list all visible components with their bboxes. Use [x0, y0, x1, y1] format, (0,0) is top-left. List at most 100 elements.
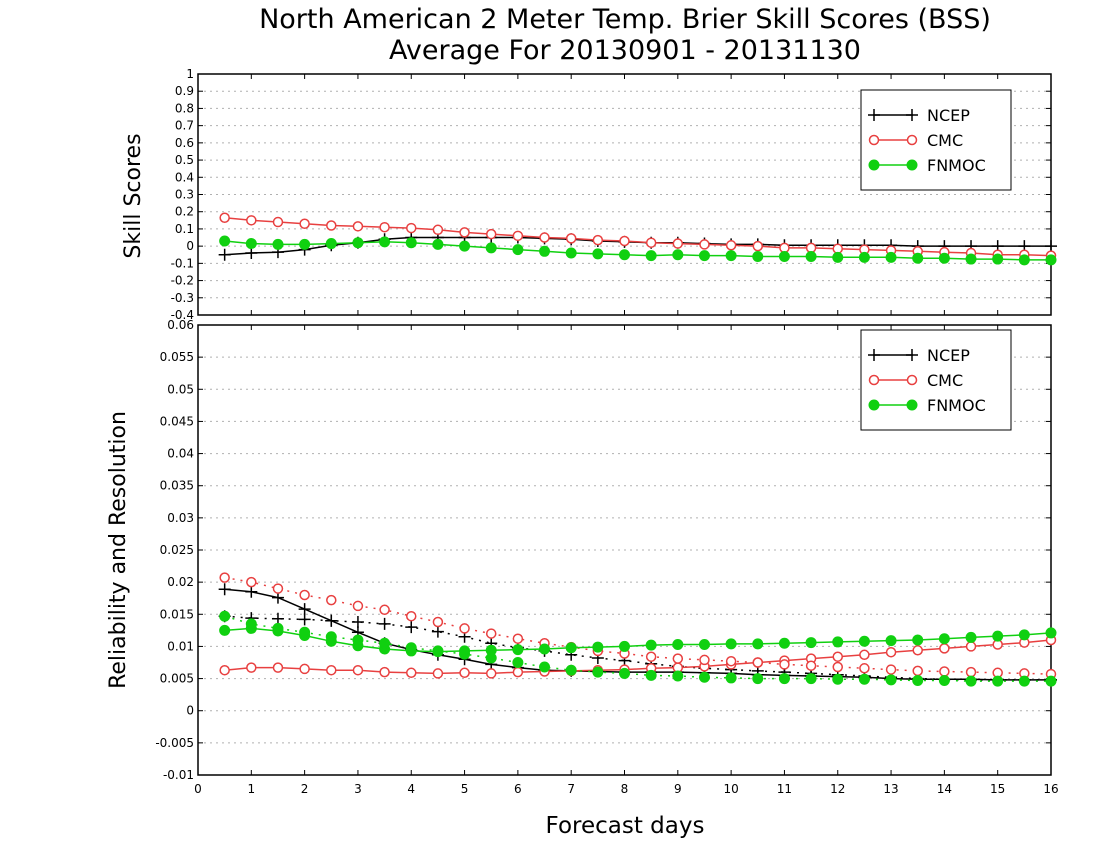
top-ytick-label: -0.4: [171, 308, 194, 322]
bottom-series-cmc-point: [885, 664, 897, 675]
bottom-series-fnmoc-point: [485, 652, 497, 664]
bottom-series-fnmoc-point: [858, 673, 870, 685]
top-legend-ncep-marker: [868, 109, 880, 121]
bottom-series-cmc-point: [352, 600, 364, 612]
top-series-fnmoc-point: [619, 249, 630, 261]
top-legend: NCEP CMC FNMOC: [860, 89, 1012, 191]
bottom-series-fnmoc-point: [459, 648, 471, 660]
top-series-cmc-point: [246, 215, 257, 226]
bottom-series-cmc-point: [246, 576, 257, 588]
top-ytick-label: 0.7: [175, 119, 194, 133]
bottom-series-ncep-point: [298, 603, 311, 616]
top-series-cmc-point: [699, 239, 710, 250]
bottom-series-cmc-point: [965, 641, 977, 652]
top-series-cmc-point: [725, 240, 737, 251]
top-ytick-label: -0.3: [171, 291, 194, 305]
top-series-cmc-point: [672, 238, 684, 249]
top-series-fnmoc-point: [885, 251, 897, 263]
top-ytick-label: 0.8: [175, 101, 194, 115]
top-series-fnmoc-point: [992, 253, 1004, 265]
x-tick-label: 6: [514, 782, 522, 796]
bottom-series-fnmoc-point: [778, 673, 790, 685]
bottom-legend: NCEP CMC FNMOC: [860, 329, 1012, 431]
bottom-ytick-label: -0.01: [163, 768, 194, 782]
bottom-series-fnmoc-point: [512, 657, 524, 668]
bottom-legend-cmc-label: CMC: [927, 371, 963, 390]
top-series-cmc-point: [565, 233, 577, 244]
bottom-series-fnmoc-point: [698, 671, 710, 683]
bottom-series-ncep-point: [298, 613, 311, 626]
bottom-series-cmc-point: [512, 666, 524, 678]
bottom-series-cmc-point: [912, 645, 923, 656]
bottom-series-fnmoc-point: [619, 667, 630, 679]
bottom-series-cmc-dotted-line: [224, 576, 1052, 675]
bottom-legend-fnmoc-marker: [868, 399, 880, 411]
bottom-series-fnmoc-point: [272, 622, 284, 634]
bottom-ytick-label: 0.025: [160, 543, 194, 557]
top-legend-ncep-marker: [906, 109, 918, 121]
top-series-fnmoc-point: [325, 238, 337, 250]
top-series-fnmoc-point: [752, 250, 764, 262]
x-tick-label: 14: [937, 782, 952, 796]
top-series-fnmoc-point: [1018, 254, 1030, 266]
bottom-series-fnmoc-point: [1018, 675, 1030, 687]
bottom-series-cmc-point: [485, 668, 497, 679]
bottom-ytick-label: 0.045: [160, 414, 194, 428]
top-ytick-label: 0.2: [175, 205, 194, 219]
bottom-series-fnmoc-dotted-line: [224, 615, 1051, 682]
top-series-ncep-point: [1045, 240, 1057, 253]
bottom-series-ncep-point: [218, 583, 231, 596]
bottom-series-fnmoc-point: [938, 675, 950, 686]
bottom-series-cmc-point: [885, 646, 897, 658]
bottom-series-fnmoc-point: [299, 626, 311, 638]
bottom-series-cmc-point: [432, 668, 444, 679]
x-tick-label: 5: [461, 782, 469, 796]
bottom-series-fnmoc-point: [698, 639, 710, 650]
top-legend-cmc-marker: [906, 134, 918, 146]
top-series-cmc-point: [432, 224, 444, 236]
bottom-panel-ylabel: Reliability and Resolution: [106, 411, 131, 689]
bottom-series-cmc-point: [432, 616, 444, 628]
bottom-series-fnmoc-point: [1045, 675, 1057, 687]
top-ytick-label: -0.1: [171, 256, 194, 270]
top-series-cmc-point: [645, 237, 657, 248]
bottom-series-fnmoc-point: [1018, 629, 1030, 641]
top-series-fnmoc-point: [805, 250, 817, 262]
top-ytick-label: 0.6: [175, 136, 194, 150]
bottom-series-cmc-point: [219, 572, 230, 583]
bottom-series-cmc-point: [219, 664, 230, 676]
bottom-series-fnmoc-point: [858, 635, 870, 647]
bottom-series-fnmoc-point: [725, 672, 737, 684]
bottom-series-fnmoc-point: [325, 631, 337, 643]
top-ytick-label: 0: [186, 239, 194, 253]
top-ytick-label: -0.2: [171, 274, 194, 288]
bottom-series-fnmoc-point: [805, 673, 817, 685]
bottom-series-fnmoc-point: [992, 675, 1004, 687]
top-series-fnmoc-point: [698, 250, 710, 262]
bottom-series-fnmoc-point: [592, 641, 604, 653]
x-tick-label: 8: [621, 782, 629, 796]
top-ytick-label: 0.1: [175, 222, 194, 236]
top-series-cmc-point: [592, 234, 604, 246]
x-tick-label: 2: [301, 782, 309, 796]
top-legend-fnmoc-marker: [868, 159, 880, 171]
bottom-series-cmc-point: [299, 589, 310, 601]
bottom-series-fnmoc-point: [885, 674, 897, 686]
bottom-ytick-label: 0: [186, 704, 194, 718]
top-series-cmc-solid-line: [224, 216, 1052, 257]
top-series-fnmoc-point: [858, 251, 870, 263]
bottom-ytick-label: 0.035: [160, 479, 194, 493]
bottom-series-cmc-point: [352, 664, 364, 676]
bottom-ytick-label: 0.04: [167, 447, 194, 461]
bottom-series-fnmoc-point: [912, 634, 924, 646]
top-series-cmc-point: [752, 240, 764, 252]
bottom-series-cmc-point: [406, 610, 417, 622]
top-ytick-label: 0.5: [175, 153, 194, 167]
bottom-series-fnmoc-point: [645, 639, 657, 651]
bottom-series-fnmoc-point: [805, 637, 817, 649]
bottom-series-ncep-point: [271, 612, 284, 625]
chart-title-line1: North American 2 Meter Temp. Brier Skill…: [259, 4, 991, 35]
top-series-cmc-point: [512, 230, 524, 242]
top-series-fnmoc-point: [219, 235, 231, 247]
